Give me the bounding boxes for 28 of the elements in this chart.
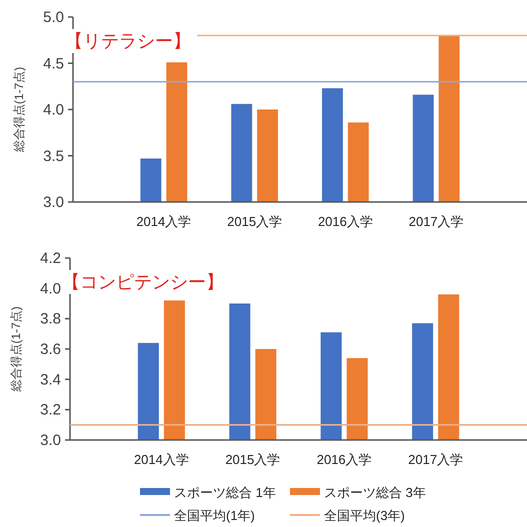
y-tick-label: 3.0 bbox=[43, 194, 64, 211]
x-tick-label: 2017入学 bbox=[408, 214, 464, 229]
y-tick-label: 4.0 bbox=[40, 280, 61, 298]
legend-label: スポーツ総合 1年 bbox=[174, 485, 276, 500]
x-tick-label: 2016入学 bbox=[316, 452, 372, 467]
x-tick-label: 2014入学 bbox=[136, 214, 192, 229]
x-tick-label: 2015入学 bbox=[225, 452, 280, 467]
y-tick-label: 4.0 bbox=[43, 102, 64, 118]
y-tick-label: 3.0 bbox=[40, 432, 61, 449]
legend-label: 全国平均(1年) bbox=[174, 508, 255, 523]
legend-label: 全国平均(3年) bbox=[324, 508, 405, 523]
y-tick-label: 3.2 bbox=[40, 402, 61, 419]
y-tick-label: 4.2 bbox=[40, 250, 61, 267]
x-tick-label: 2014入学 bbox=[134, 452, 189, 467]
y-tick-label: 3.8 bbox=[40, 310, 61, 328]
legend-label: スポーツ総合 3年 bbox=[324, 485, 426, 500]
y-tick-label: 3.4 bbox=[40, 371, 61, 388]
y-tick-label: 5.0 bbox=[43, 9, 64, 26]
annotation: 【リテラシー】 bbox=[65, 31, 191, 51]
x-tick-label: 2016入学 bbox=[318, 214, 373, 229]
y-tick-label: 4.5 bbox=[43, 55, 64, 72]
y-tick-label: 3.5 bbox=[43, 148, 64, 165]
x-tick-label: 2015入学 bbox=[227, 214, 282, 229]
annotation: 【コンピテンシー】 bbox=[62, 272, 224, 292]
y-axis-title: 総合得点(1-7点) bbox=[12, 66, 26, 154]
y-axis-title: 総合得点(1-7点) bbox=[9, 306, 23, 393]
x-tick-label: 2017入学 bbox=[408, 452, 464, 467]
y-tick-label: 3.6 bbox=[40, 341, 61, 358]
